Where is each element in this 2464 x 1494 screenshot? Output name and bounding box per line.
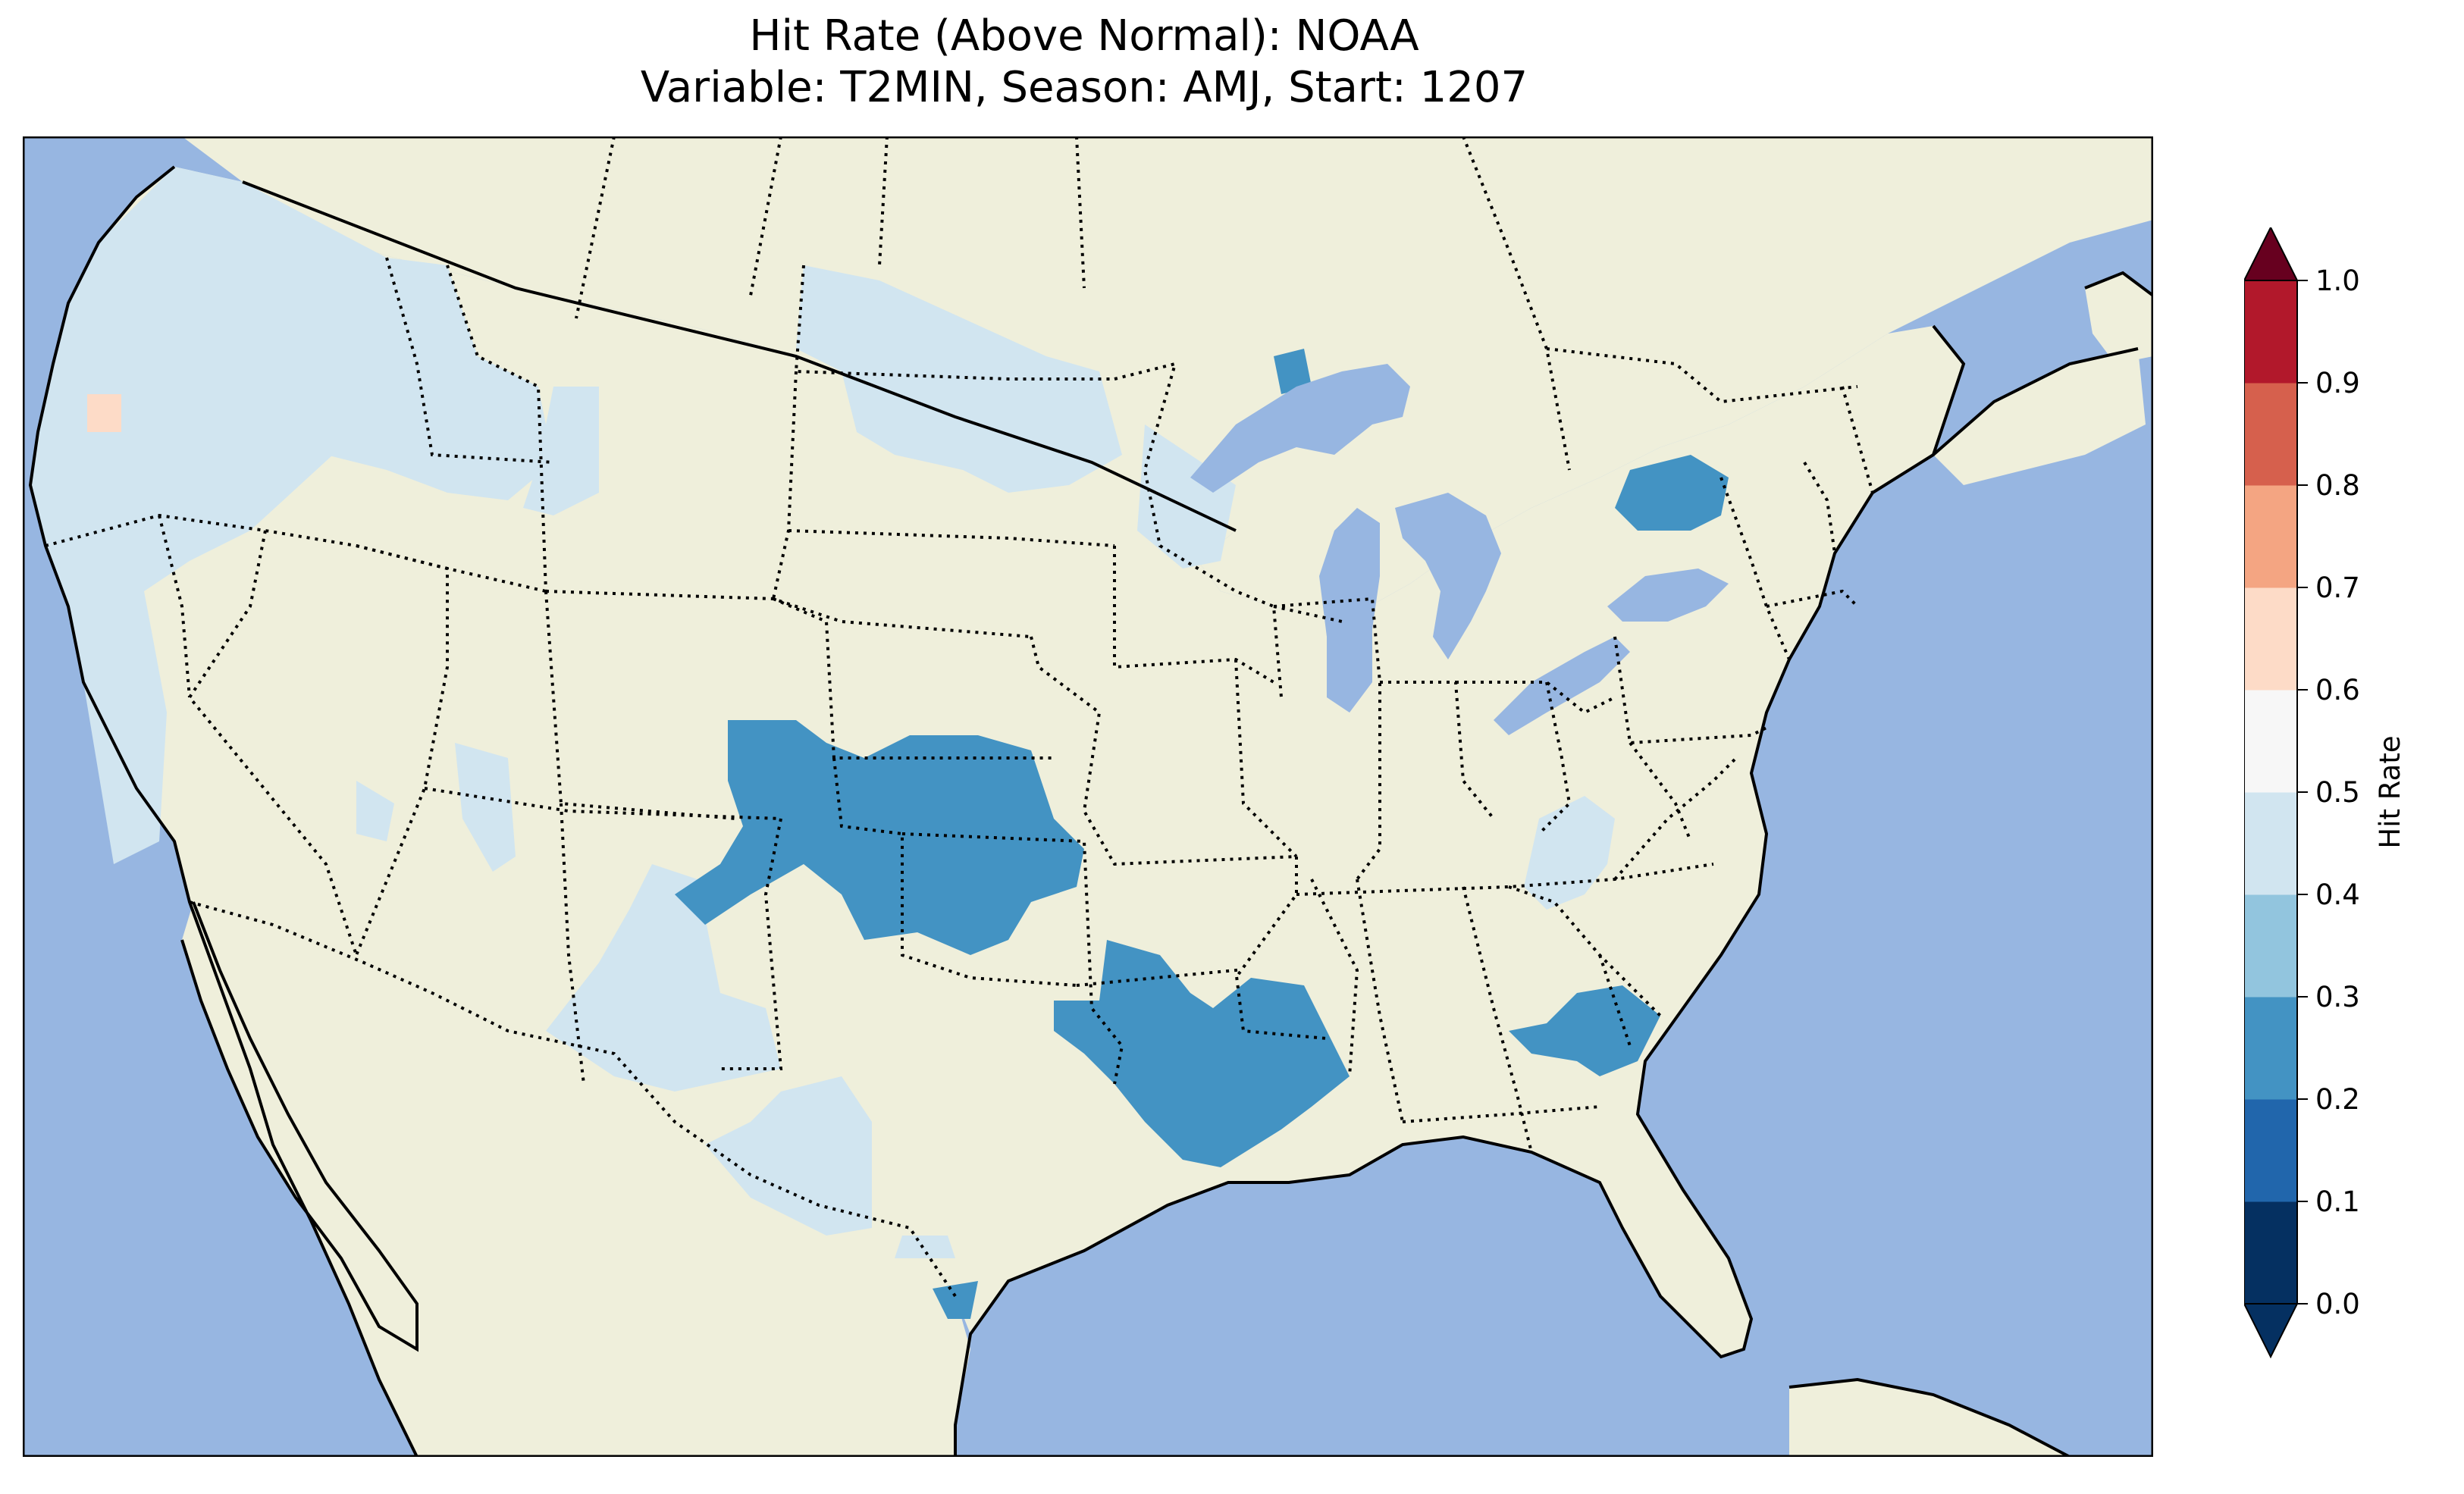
colorbar-tick-label: 0.6: [2315, 674, 2360, 706]
colorbar-bin: [2244, 792, 2297, 895]
colorbar-bin: [2244, 485, 2297, 588]
colorbar-over-arrow: [2244, 227, 2299, 281]
colorbar-tick-label: 0.1: [2315, 1185, 2360, 1218]
colorbar: 0.0 0.1 0.2 0.3 0.4 0.5 0.6 0.7 0.8 0.9 1.0 Hit Ra…: [2244, 227, 2406, 1359]
hit-rate-0.2-0.3-regions: [675, 349, 1729, 1319]
colorbar-ticks: 0.0 0.1 0.2 0.3 0.4 0.5 0.6 0.7 0.8 0.9 1.0: [2297, 265, 2360, 1320]
colorbar-tick-label: 0.3: [2315, 981, 2360, 1013]
hit-rate-0.5-0.6-region: [87, 394, 121, 432]
chart-title: Hit Rate (Above Normal): NOAA Variable: …: [23, 11, 2146, 114]
state-borders: [45, 257, 1874, 1153]
colorbar-bins: [2244, 280, 2297, 1305]
cuba-land: [1789, 1380, 2070, 1457]
colorbar-under-arrow: [2244, 1303, 2299, 1359]
lake-erie: [1494, 637, 1630, 735]
colorbar-bin: [2244, 280, 2297, 384]
colorbar-tick-label: 0.0: [2315, 1288, 2360, 1320]
newfoundland-land: [2085, 273, 2153, 364]
colorbar-bin: [2244, 1201, 2297, 1305]
map-plot: [23, 136, 2153, 1457]
colorbar-tick-label: 0.4: [2315, 879, 2360, 911]
hit-rate-0.4-0.5-regions: [30, 167, 1615, 1258]
colorbar-tick-label: 0.8: [2315, 469, 2360, 502]
colorbar-bin: [2244, 1099, 2297, 1202]
colorbar-tick-label: 0.7: [2315, 572, 2360, 604]
colorbar-bin: [2244, 894, 2297, 998]
title-line-2: Variable: T2MIN, Season: AMJ, Start: 120…: [640, 63, 1528, 112]
colorbar-bin: [2244, 997, 2297, 1100]
coastline: [28, 165, 2153, 1457]
country-borders: [189, 136, 1858, 1298]
title-line-1: Hit Rate (Above Normal): NOAA: [749, 11, 1419, 61]
colorbar-bin: [2244, 383, 2297, 486]
colorbar-tick-label: 0.5: [2315, 776, 2360, 809]
colorbar-bin: [2244, 587, 2297, 691]
colorbar-label: Hit Rate: [2374, 735, 2406, 848]
canada-land: [182, 136, 2153, 622]
maritimes-land: [1933, 349, 2146, 485]
great-lakes: [1190, 364, 1729, 735]
colorbar-tick-label: 1.0: [2315, 265, 2360, 297]
lake-superior: [1190, 364, 1410, 493]
colorbar-bin: [2244, 690, 2297, 793]
canada-border: [242, 180, 1237, 532]
lake-michigan: [1319, 508, 1380, 713]
baja-land: [182, 902, 417, 1349]
colorbar-tick-label: 0.9: [2315, 367, 2360, 399]
map-frame: [23, 136, 2153, 1457]
lake-ontario: [1607, 568, 1729, 622]
colorbar-tick-label: 0.2: [2315, 1083, 2360, 1116]
lake-huron: [1395, 493, 1501, 659]
